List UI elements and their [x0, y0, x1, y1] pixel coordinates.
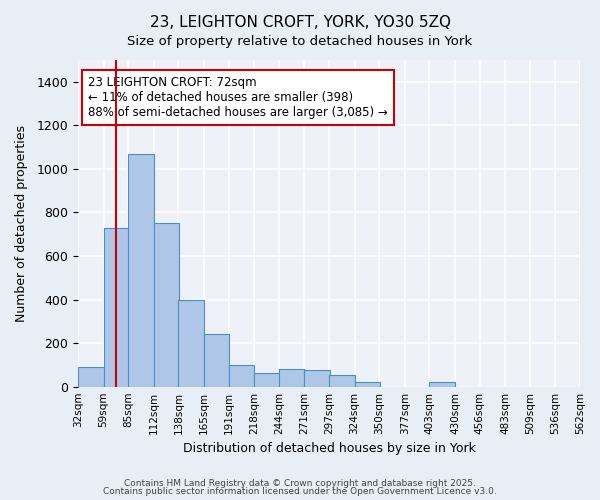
Bar [104, 228, 129, 386]
Y-axis label: Number of detached properties: Number of detached properties [15, 125, 28, 322]
Bar [430, 382, 455, 386]
X-axis label: Distribution of detached houses by size in York: Distribution of detached houses by size … [182, 442, 475, 455]
Bar [78, 367, 104, 386]
Bar [229, 365, 254, 386]
Bar [178, 300, 204, 386]
Bar [154, 224, 179, 386]
Bar [254, 372, 280, 386]
Text: 23, LEIGHTON CROFT, YORK, YO30 5ZQ: 23, LEIGHTON CROFT, YORK, YO30 5ZQ [149, 15, 451, 30]
Text: Contains public sector information licensed under the Open Government Licence v3: Contains public sector information licen… [103, 487, 497, 496]
Bar [355, 382, 380, 386]
Bar [128, 154, 154, 386]
Bar [204, 334, 229, 386]
Text: Size of property relative to detached houses in York: Size of property relative to detached ho… [127, 35, 473, 48]
Text: Contains HM Land Registry data © Crown copyright and database right 2025.: Contains HM Land Registry data © Crown c… [124, 478, 476, 488]
Bar [279, 370, 304, 386]
Bar [304, 370, 330, 386]
Bar [329, 374, 355, 386]
Text: 23 LEIGHTON CROFT: 72sqm
← 11% of detached houses are smaller (398)
88% of semi-: 23 LEIGHTON CROFT: 72sqm ← 11% of detach… [88, 76, 388, 120]
